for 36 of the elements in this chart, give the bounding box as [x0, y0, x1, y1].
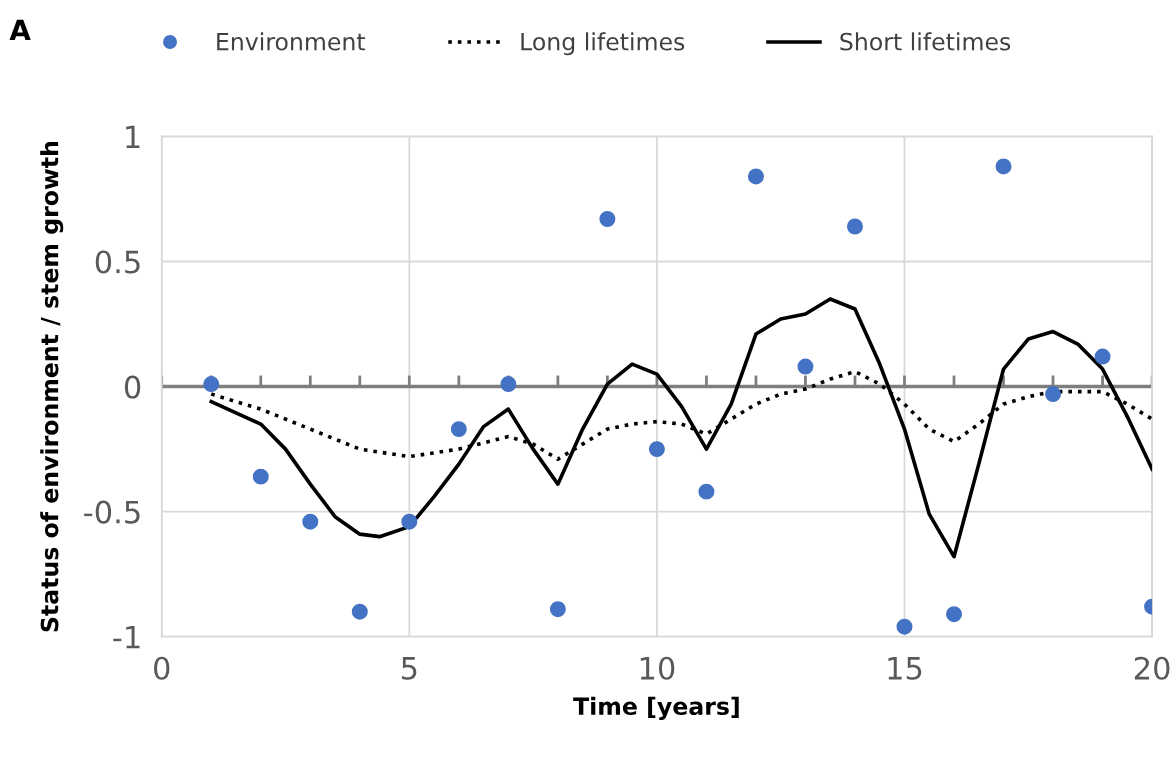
- point: [995, 158, 1012, 175]
- point: [500, 376, 517, 393]
- point: [302, 513, 319, 530]
- point: [450, 421, 467, 438]
- x-axis-title: Time [years]: [573, 696, 739, 720]
- y-tick-label: 0: [124, 375, 141, 399]
- y-axis-title: Status of environment / stem growth: [40, 141, 64, 632]
- text: A: [9, 19, 31, 41]
- legend-label: Environment: [217, 32, 366, 51]
- line-series: [209, 297, 1153, 559]
- point: [351, 603, 368, 620]
- y-tick-label: 0.5: [95, 250, 140, 274]
- point: [1094, 348, 1111, 365]
- point: [747, 168, 764, 185]
- point: [648, 441, 665, 458]
- point: [896, 618, 913, 635]
- x-tick-label: 15: [888, 657, 922, 680]
- point: [252, 468, 269, 485]
- point: [599, 211, 616, 227]
- point: [549, 601, 566, 618]
- x-tick-label: 20: [1134, 656, 1170, 680]
- point: [797, 358, 814, 375]
- y-tick-label: -0.5: [84, 500, 140, 524]
- point: [698, 483, 715, 500]
- point: [946, 606, 962, 623]
- x-tick-label: 10: [640, 656, 675, 680]
- point: [401, 513, 418, 530]
- legend-label: Long lifetimes: [521, 32, 685, 56]
- point: [1045, 386, 1062, 403]
- x-tick-label: 0: [154, 656, 170, 680]
- y-tick-label: -1: [113, 626, 140, 649]
- x-tick-label: 5: [401, 657, 417, 680]
- point: [846, 218, 863, 235]
- legend-label: Short lifetimes: [840, 32, 1011, 51]
- y-tick-label: 1: [126, 125, 140, 149]
- point: [203, 376, 220, 393]
